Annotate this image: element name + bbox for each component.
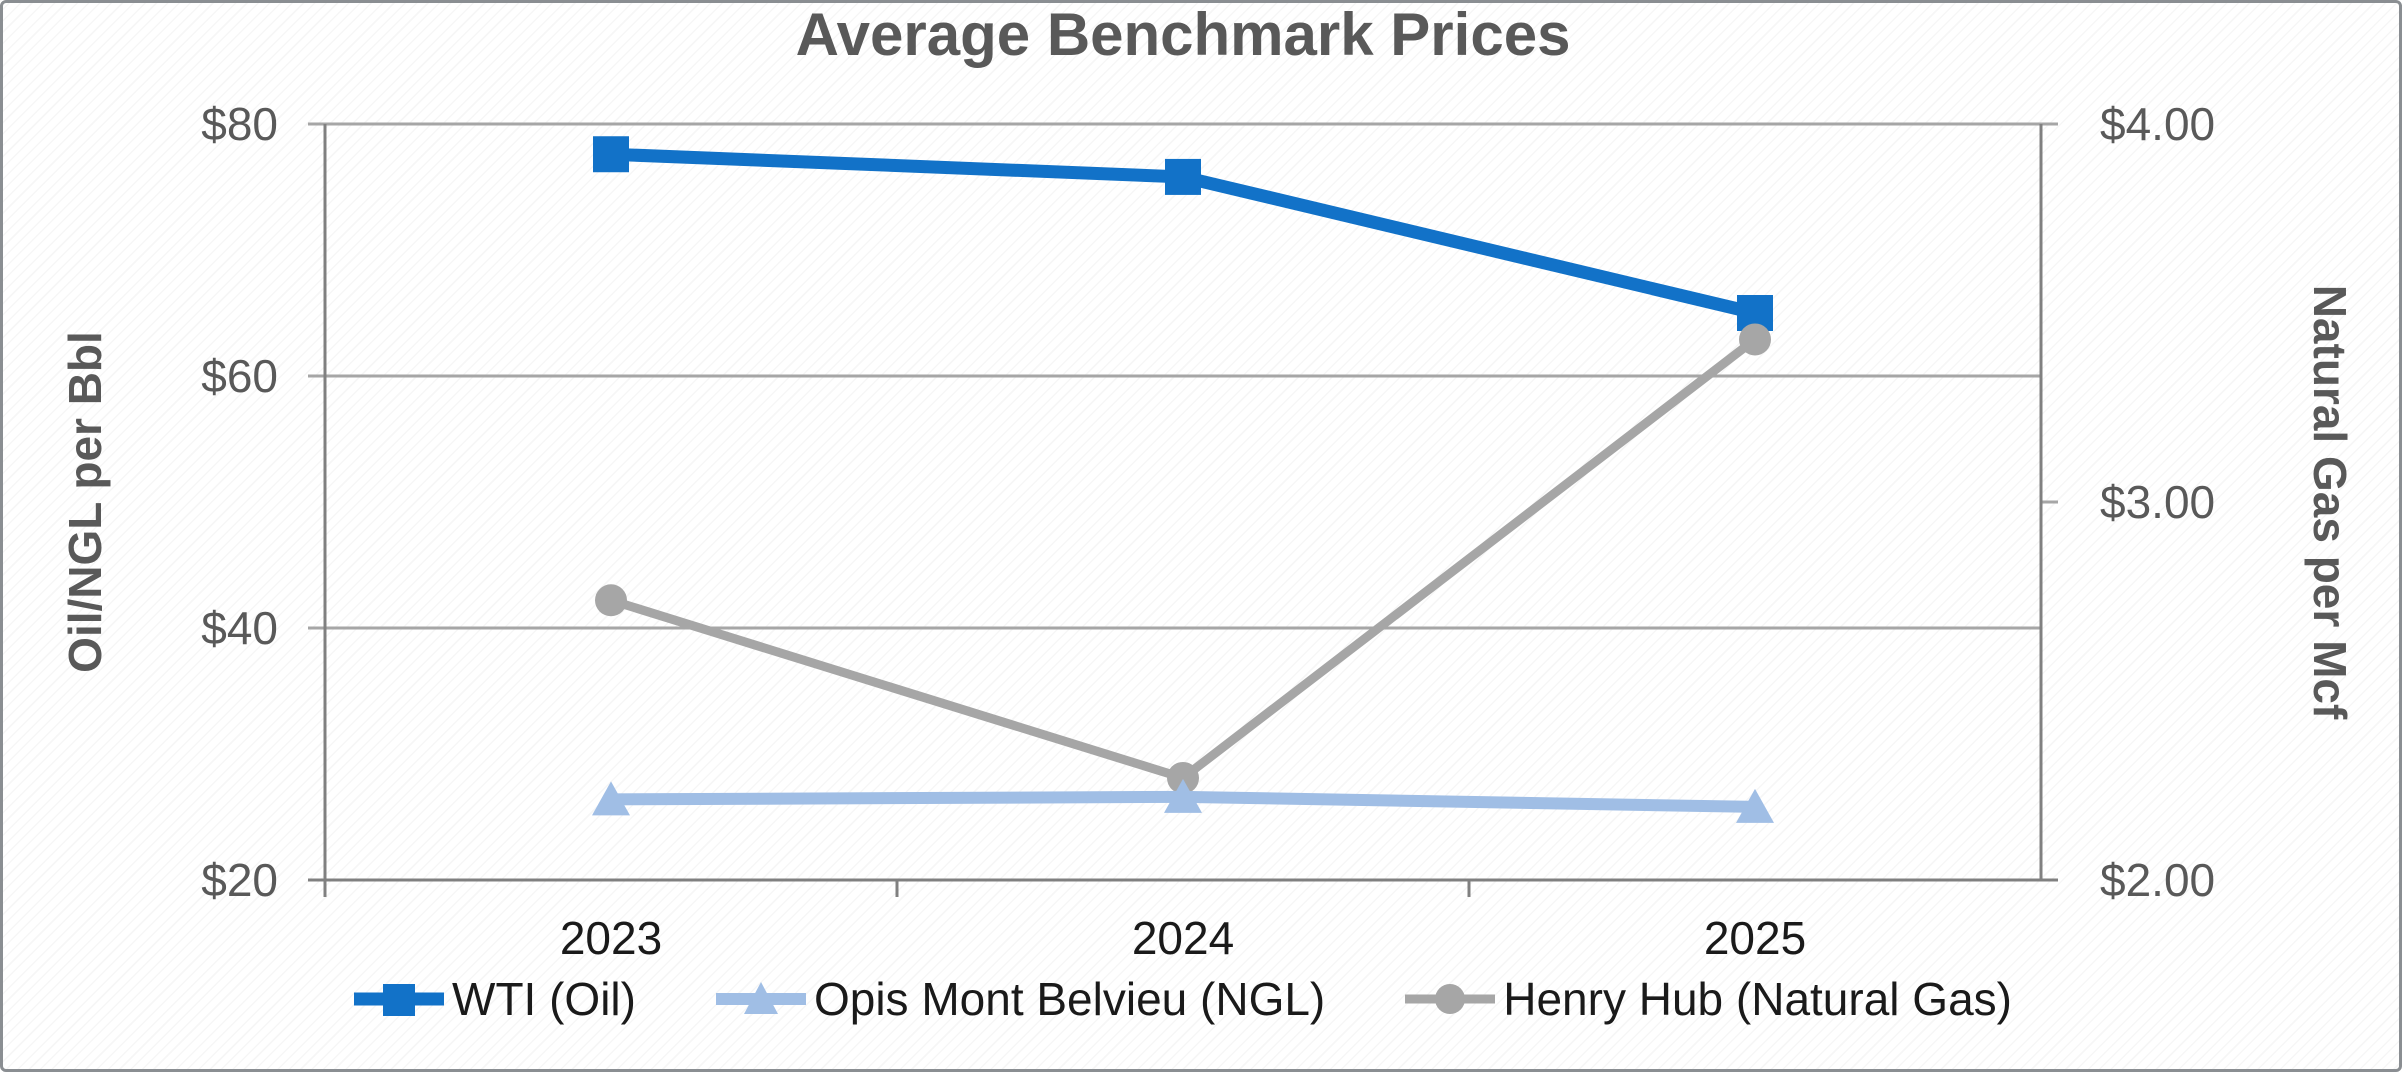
legend-square-marker-icon: [354, 984, 445, 1016]
series-opis-mont-belvieu-ngl-marker: [592, 781, 630, 816]
series-henry-hub-natural-gas-marker: [1167, 761, 1199, 794]
right-axis-title: Natural Gas per Mcf: [2304, 284, 2356, 720]
left-tick-label: $20: [201, 854, 278, 906]
series-wti-oil-marker: [593, 136, 629, 173]
series-henry-hub-natural-gas-marker: [595, 584, 627, 617]
legend-label: Henry Hub (Natural Gas): [1503, 973, 2012, 1025]
category-label: 2024: [1131, 912, 1235, 964]
legend-triangle-marker-icon: [715, 982, 806, 1014]
left-tick-label: $40: [201, 602, 278, 654]
legend-item-opis-mont-belvieu-ngl: Opis Mont Belvieu (NGL): [715, 972, 1326, 1026]
series-opis-mont-belvieu-ngl-marker: [1164, 778, 1202, 813]
category-label: 2023: [559, 912, 663, 964]
left-tick-label: $60: [201, 350, 278, 402]
legend-item-wti-oil: WTI (Oil): [354, 972, 636, 1026]
series-wti-oil-marker: [1165, 158, 1201, 195]
legend-label: Opis Mont Belvieu (NGL): [813, 973, 1326, 1025]
category-label: 2025: [1703, 912, 1807, 964]
chart-title: Average Benchmark Prices: [795, 1, 1571, 68]
right-tick-label: $3.00: [2100, 476, 2216, 528]
series-henry-hub-natural-gas-line: [609, 335, 1758, 783]
legend-item-henry-hub-natural-gas: Henry Hub (Natural Gas): [1405, 972, 2012, 1026]
legend: WTI (Oil) Opis Mont Belvieu (NGL) Henry Hu…: [325, 972, 2041, 1026]
left-axis-title: Oil/NGL per Bbl: [59, 331, 111, 673]
legend-circle-marker-icon: [1405, 984, 1496, 1014]
right-tick-label: $2.00: [2100, 854, 2216, 906]
series-henry-hub-natural-gas-marker: [1739, 323, 1771, 356]
left-tick-label: $80: [201, 98, 278, 150]
series-opis-mont-belvieu-ngl-marker: [1736, 788, 1774, 823]
legend-label: WTI (Oil): [452, 973, 636, 1025]
right-tick-label: $4.00: [2100, 98, 2216, 150]
